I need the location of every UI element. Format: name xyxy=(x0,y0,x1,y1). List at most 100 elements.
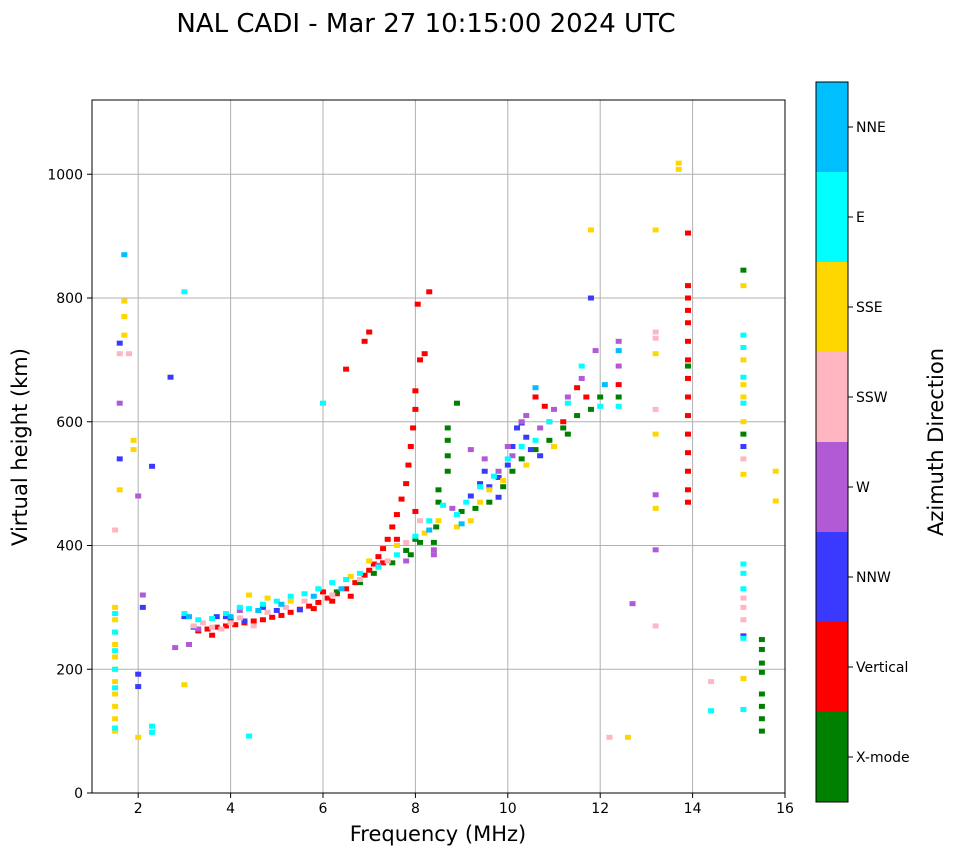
echo-point xyxy=(139,604,146,610)
echo-point xyxy=(652,505,659,511)
echo-point xyxy=(112,685,119,691)
echo-point xyxy=(393,552,400,558)
echo-point xyxy=(629,601,636,607)
colorbar-segment xyxy=(816,712,848,802)
echo-point xyxy=(458,508,465,514)
echo-point xyxy=(310,593,317,599)
echo-point xyxy=(453,512,460,518)
echo-point xyxy=(283,604,290,610)
echo-point xyxy=(393,536,400,542)
plot-area xyxy=(92,100,785,793)
echo-point xyxy=(121,314,128,320)
colorbar-segment xyxy=(816,532,848,622)
echo-point xyxy=(740,267,747,273)
echo-point xyxy=(532,394,539,400)
echo-point xyxy=(347,573,354,579)
echo-point xyxy=(495,474,502,480)
echo-point xyxy=(181,289,188,295)
echo-point xyxy=(380,560,387,566)
echo-point xyxy=(287,598,294,604)
echo-point xyxy=(112,691,119,697)
echo-point xyxy=(574,413,581,419)
echo-point xyxy=(740,676,747,682)
echo-point xyxy=(209,616,216,622)
echo-point xyxy=(417,357,424,363)
echo-point xyxy=(578,363,585,369)
echo-point xyxy=(490,473,497,479)
echo-point xyxy=(403,558,410,564)
colorbar-tick-label: E xyxy=(856,210,865,226)
echo-point xyxy=(116,456,123,462)
plot-border xyxy=(91,99,786,794)
echo-point xyxy=(278,601,285,607)
echo-point xyxy=(255,607,262,613)
echo-point xyxy=(213,614,220,620)
echo-point xyxy=(116,351,123,357)
echo-point xyxy=(684,413,691,419)
echo-point xyxy=(444,437,451,443)
echo-point xyxy=(504,444,511,449)
echo-point xyxy=(606,734,613,740)
echo-point xyxy=(218,626,225,632)
x-tick-label: 8 xyxy=(411,801,420,817)
echo-point xyxy=(587,295,594,301)
echo-point xyxy=(758,646,765,652)
echo-point xyxy=(560,425,567,431)
echo-point xyxy=(296,607,303,613)
echo-point xyxy=(578,375,585,381)
echo-point xyxy=(523,434,530,440)
echo-point xyxy=(426,518,433,524)
echo-point xyxy=(393,543,400,548)
echo-point xyxy=(186,642,193,647)
echo-point xyxy=(740,357,747,363)
echo-point xyxy=(112,666,119,672)
echo-point xyxy=(287,593,294,599)
echo-point xyxy=(112,617,119,623)
echo-point xyxy=(740,604,747,610)
echo-point xyxy=(135,734,142,740)
colorbar-tick-label: Vertical xyxy=(856,660,908,676)
echo-point xyxy=(306,603,313,609)
echo-point xyxy=(652,335,659,341)
echo-point xyxy=(232,622,239,628)
echo-point xyxy=(112,654,119,660)
echo-point xyxy=(430,552,437,558)
echo-point xyxy=(740,431,747,437)
echo-point xyxy=(684,357,691,363)
echo-point xyxy=(500,478,507,484)
echo-point xyxy=(615,403,622,409)
echo-point xyxy=(472,505,479,511)
echo-point xyxy=(500,484,507,490)
echo-point xyxy=(273,607,280,613)
echo-point xyxy=(624,734,631,740)
echo-point xyxy=(684,487,691,493)
echo-point xyxy=(477,484,484,490)
echo-point xyxy=(430,539,437,545)
colorbar-segment xyxy=(816,622,848,712)
echo-point xyxy=(130,447,137,453)
echo-point xyxy=(495,468,502,474)
echo-point xyxy=(315,586,322,592)
echo-point xyxy=(112,629,119,635)
echo-point xyxy=(403,539,410,545)
echo-point xyxy=(301,591,308,597)
echo-point xyxy=(564,431,571,437)
echo-point xyxy=(546,419,553,425)
echo-point xyxy=(186,614,193,620)
x-tick-label: 6 xyxy=(319,801,328,817)
echo-point xyxy=(414,301,421,307)
echo-point xyxy=(740,382,747,388)
echo-point xyxy=(389,560,396,566)
echo-point xyxy=(356,577,363,583)
echo-point xyxy=(758,669,765,675)
echo-point xyxy=(181,614,188,620)
echo-point xyxy=(740,400,747,406)
echo-point xyxy=(135,671,142,677)
echo-point xyxy=(112,642,119,647)
echo-point xyxy=(481,468,488,474)
echo-point xyxy=(139,592,146,598)
echo-point xyxy=(652,492,659,498)
colorbar-tick-label: NNW xyxy=(856,570,891,586)
echo-point xyxy=(352,580,359,586)
echo-point xyxy=(740,345,747,350)
